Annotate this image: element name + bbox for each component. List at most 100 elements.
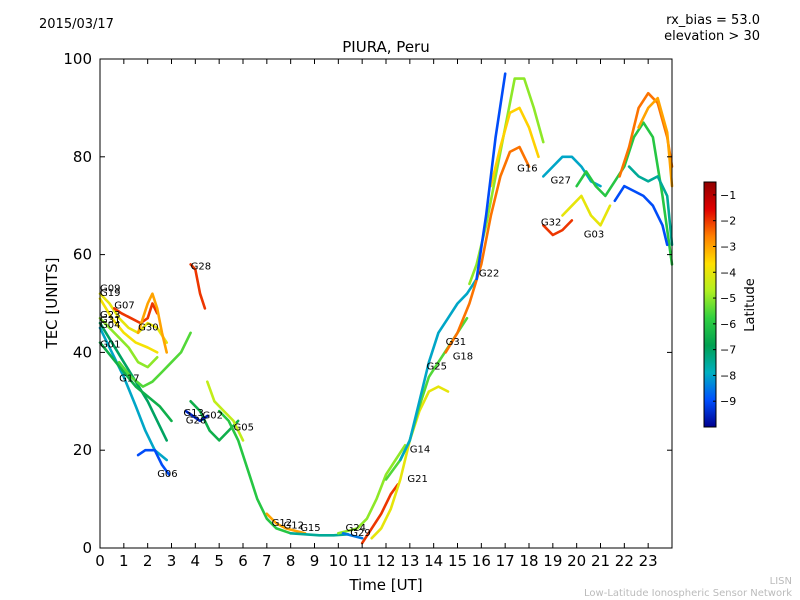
- x-tick-label: 14: [424, 552, 443, 570]
- satellite-label: G31: [100, 315, 120, 326]
- series-line-g13: [184, 409, 209, 423]
- satellite-label: G27: [551, 176, 571, 187]
- satellite-label: G02: [203, 410, 223, 421]
- series-line-g12: [265, 512, 307, 535]
- rx-bias-label: rx_bias = 53.0: [666, 13, 760, 28]
- series-line-g21: [360, 483, 400, 545]
- colorbar-tick-label: −4: [720, 266, 736, 279]
- satellite-label: G09: [100, 283, 120, 294]
- x-tick-label: 9: [310, 552, 320, 570]
- colorbar-tick-label: −5: [720, 292, 736, 305]
- series-line-g27: [542, 155, 602, 188]
- satellite-label: G16: [517, 164, 537, 175]
- x-tick-label: 4: [191, 552, 201, 570]
- series-line-g23: [98, 316, 159, 369]
- colorbar-tick-label: −7: [720, 344, 736, 357]
- series-line-g11: [399, 277, 478, 462]
- series-line-g01: [98, 341, 173, 423]
- series-line-g19: [98, 297, 159, 354]
- satellite-label: G17: [119, 374, 139, 385]
- series-line-g14: [370, 385, 450, 540]
- x-tick-label: 2: [143, 552, 153, 570]
- series-line-g09: [98, 292, 168, 344]
- x-tick-label: 8: [286, 552, 296, 570]
- satellite-label: G03: [584, 230, 604, 241]
- colorbar-label: Latitude: [743, 278, 758, 332]
- series-line-g28: [189, 263, 207, 310]
- satellite-label: G01: [100, 340, 120, 351]
- x-tick-label: 13: [400, 552, 419, 570]
- colorbar-tick-label: −6: [720, 318, 736, 331]
- x-tick-label: 18: [519, 552, 538, 570]
- series-line-g24: [337, 444, 407, 535]
- x-tick-label: 21: [591, 552, 610, 570]
- y-tick-label: 0: [82, 539, 92, 557]
- chart-title: PIURA, Peru: [342, 38, 429, 56]
- x-tick-label: 11: [353, 552, 372, 570]
- y-tick-label: 100: [63, 50, 92, 68]
- series-line-g03b: [575, 121, 674, 266]
- satellite-label: G24: [346, 523, 366, 534]
- x-tick-label: 1: [119, 552, 129, 570]
- x-tick-label: 7: [262, 552, 272, 570]
- x-tick-label: 17: [496, 552, 515, 570]
- colorbar-tick-label: −2: [720, 215, 736, 228]
- series-line-g02: [189, 400, 240, 442]
- satellite-label: G30: [138, 322, 158, 333]
- series-line-g03: [561, 194, 612, 227]
- series-line-g30: [136, 292, 168, 354]
- series-line-g16: [489, 106, 540, 188]
- series-line-g16b: [475, 72, 507, 281]
- series-line-g32: [542, 219, 574, 237]
- satellite-label: G06: [157, 469, 177, 480]
- y-tick-label: 20: [73, 441, 92, 459]
- satellite-label: G29: [350, 528, 370, 539]
- series-line-g10: [637, 96, 674, 188]
- x-tick-label: 3: [167, 552, 177, 570]
- satellite-label: G31: [446, 337, 466, 348]
- series-line-g18: [444, 145, 531, 354]
- x-tick-label: 23: [639, 552, 658, 570]
- satellite-label: G14: [410, 445, 430, 456]
- y-tick-label: 60: [73, 246, 92, 264]
- x-tick-label: 15: [448, 552, 467, 570]
- satellite-label: G22: [479, 269, 499, 280]
- satellite-label: G05: [234, 423, 254, 434]
- satellite-label: G28: [191, 261, 211, 272]
- x-axis-label: Time [UT]: [348, 576, 422, 594]
- x-tick-label: 19: [543, 552, 562, 570]
- x-tick-label: 22: [615, 552, 634, 570]
- series-line-g26b: [618, 91, 674, 178]
- colorbar-tick-label: −1: [720, 189, 736, 202]
- satellite-label: G07: [114, 300, 134, 311]
- y-axis-label: TEC [UNITS]: [43, 258, 61, 350]
- y-tick-label: 40: [73, 343, 92, 361]
- colorbar: −1 −2 −3 −4 −5 −6 −7 −8 −9 Latitude: [703, 181, 758, 428]
- y-tick-label: 80: [73, 148, 92, 166]
- colorbar-tick-label: −8: [720, 369, 736, 382]
- satellite-label: G26: [186, 415, 206, 426]
- x-tick-label: 5: [214, 552, 224, 570]
- satellite-label: G12: [284, 520, 304, 531]
- series-line-g29: [341, 532, 364, 540]
- series-line-g15: [289, 532, 350, 537]
- footer-org: LISN: [769, 576, 792, 587]
- x-tick-label: 0: [95, 552, 105, 570]
- satellite-label: G19: [100, 288, 120, 299]
- satellite-label: G18: [453, 352, 473, 363]
- series-line-g26: [136, 448, 171, 476]
- satellite-label: G32: [541, 217, 561, 228]
- satellite-label: G04: [100, 320, 120, 331]
- x-tick-label: 12: [376, 552, 395, 570]
- colorbar-gradient: [703, 181, 717, 428]
- x-tick-label: 6: [238, 552, 248, 570]
- series-line-g20: [627, 165, 674, 247]
- elevation-label: elevation > 30: [664, 29, 760, 44]
- satellite-label: G21: [407, 474, 427, 485]
- colorbar-tick-label: −3: [720, 240, 736, 253]
- series-line-g17: [117, 331, 192, 388]
- x-tick-label: 10: [329, 552, 348, 570]
- x-tick-label: 20: [567, 552, 586, 570]
- satellite-label: G12: [272, 518, 292, 529]
